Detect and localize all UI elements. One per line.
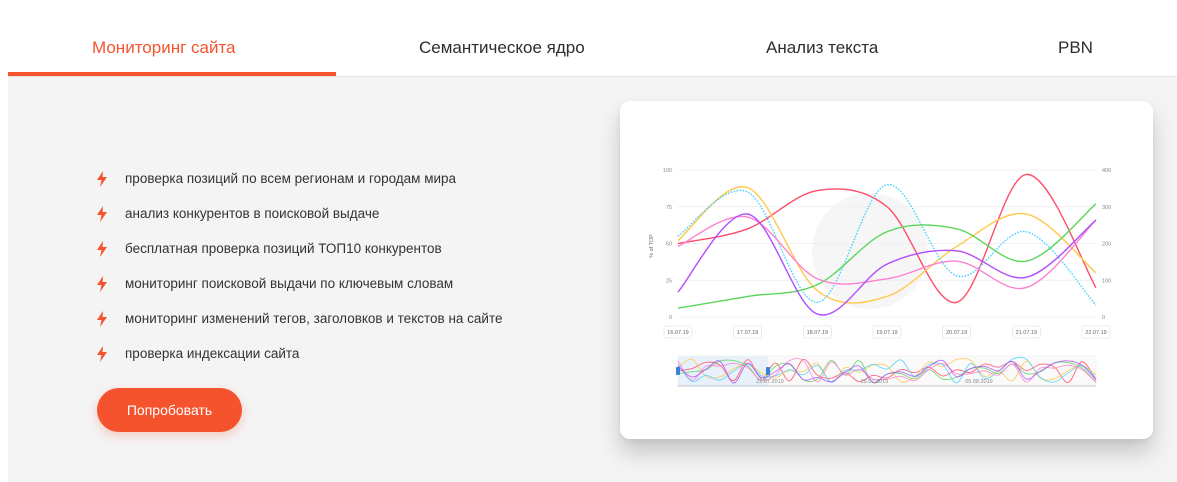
navigator-handle[interactable] (766, 367, 770, 375)
feature-item: проверка позиций по всем регионам и горо… (96, 161, 503, 196)
feature-text: проверка индексации сайта (125, 346, 300, 361)
line-chart: 100 75 50 25 0 400 300 200 100 0 % of TOP 16.07.… (649, 168, 1111, 387)
y-right-tick-label: 100 (1102, 278, 1111, 284)
series-line (677, 183, 1097, 306)
navigator-series-line (677, 359, 1097, 384)
x-tick-label: 16.07.19 (667, 330, 688, 336)
feature-text: мониторинг поисковой выдачи по ключевым … (125, 276, 454, 291)
x-tick-label: 17.07.19 (737, 330, 758, 336)
series-line (677, 213, 1097, 316)
x-tick-box (802, 325, 832, 339)
range-navigator[interactable]: 22.07.2019 28.07.2019 05.08.2019 (676, 355, 1097, 387)
navigator-series-line (677, 356, 1097, 384)
y-left-tick-label: 25 (666, 278, 672, 284)
feature-item: проверка индексации сайта (96, 336, 503, 371)
x-tick-box (872, 325, 902, 339)
bolt-icon (97, 275, 107, 292)
y-left-tick-label: 75 (666, 205, 672, 211)
tab-bar: Мониторинг сайта Семантическое ядро Анал… (8, 0, 1176, 77)
tab-content-panel: проверка позиций по всем регионам и горо… (8, 77, 1177, 482)
y-left-tick-label: 0 (669, 315, 672, 321)
x-tick-label: 18.07.19 (807, 330, 828, 336)
feature-text: бесплатная проверка позиций ТОП10 конкур… (125, 241, 442, 256)
chart-card: 100 75 50 25 0 400 300 200 100 0 % of TOP 16.07.… (620, 101, 1153, 439)
x-tick-label: 22.07.19 (1085, 330, 1106, 336)
series-line (677, 203, 1097, 309)
series-line (677, 173, 1097, 304)
y-left-tick-label: 100 (663, 168, 672, 174)
tab-semantic-core[interactable]: Семантическое ядро (419, 38, 585, 57)
x-tick-box (942, 325, 972, 339)
y-right-tick-label: 300 (1102, 205, 1111, 211)
series-line (677, 186, 1097, 304)
navigator-handle[interactable] (676, 367, 680, 375)
y-right-tick-label: 200 (1102, 242, 1111, 248)
tab-pbn[interactable]: PBN (1058, 38, 1093, 57)
try-button[interactable]: Попробовать (97, 388, 242, 432)
feature-text: проверка позиций по всем регионам и горо… (125, 171, 457, 186)
feature-text: мониторинг изменений тегов, заголовков и… (125, 311, 503, 326)
bolt-icon (97, 240, 107, 257)
x-tick-box (1011, 325, 1041, 339)
feature-item: мониторинг поисковой выдачи по ключевым … (96, 266, 503, 301)
feature-item: анализ конкурентов в поисковой выдаче (96, 196, 503, 231)
feature-list: проверка позиций по всем регионам и горо… (96, 161, 503, 371)
navigator-date-label: 28.07.2019 (861, 379, 889, 385)
x-tick-label: 19.07.19 (876, 330, 897, 336)
feature-item: мониторинг изменений тегов, заголовков и… (96, 301, 503, 336)
feature-item: бесплатная проверка позиций ТОП10 конкур… (96, 231, 503, 266)
navigator-date-label: 05.08.2019 (965, 379, 993, 385)
x-tick-box (663, 325, 693, 339)
y-left-tick-label: 50 (666, 242, 672, 248)
x-tick-label: 21.07.19 (1016, 330, 1037, 336)
x-tick-box (733, 325, 763, 339)
navigator-series-line (677, 359, 1097, 383)
navigator-series-line (677, 358, 1097, 383)
tab-site-monitoring[interactable]: Мониторинг сайта (92, 38, 236, 57)
active-tab-indicator (8, 72, 336, 76)
bolt-icon (97, 205, 107, 222)
navigator-date-label: 22.07.2019 (756, 379, 784, 385)
tab-text-analysis[interactable]: Анализ текста (766, 38, 879, 57)
navigator-selection[interactable] (678, 356, 768, 386)
series-line (677, 215, 1097, 290)
y-axis-label: % of TOP (649, 234, 655, 258)
y-right-tick-label: 400 (1102, 168, 1111, 174)
y-right-tick-label: 0 (1102, 315, 1105, 321)
bolt-icon (97, 310, 107, 327)
bolt-icon (97, 345, 107, 362)
feature-text: анализ конкурентов в поисковой выдаче (125, 206, 380, 221)
x-tick-label: 20.07.19 (946, 330, 967, 336)
watermark-logo (812, 193, 928, 309)
x-tick-box (1081, 325, 1111, 339)
bolt-icon (97, 170, 107, 187)
